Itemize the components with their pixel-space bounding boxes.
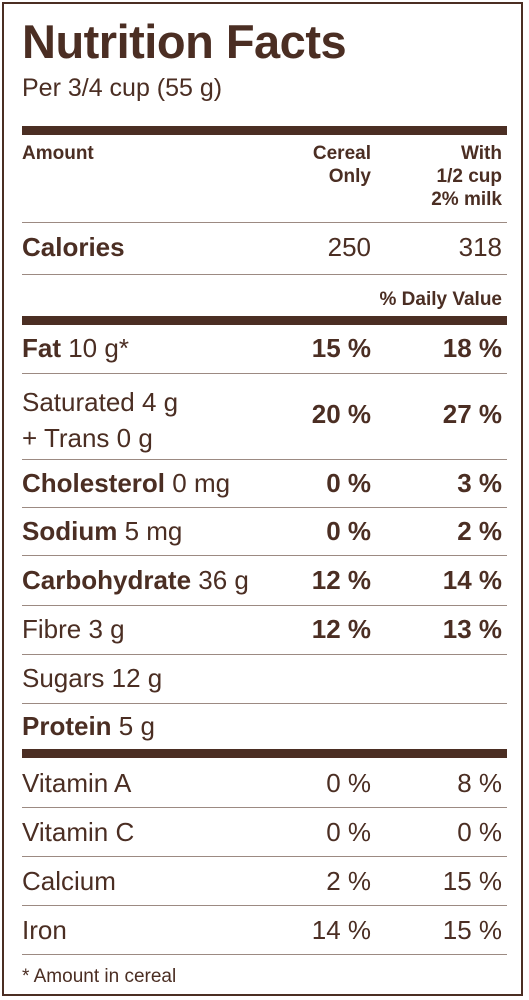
vitamin-c-cereal: 0 %: [326, 817, 371, 847]
fibre-cereal: 12 %: [311, 614, 371, 644]
footnote: * Amount in cereal: [22, 966, 177, 987]
vitamin-a-with-milk: 8 %: [457, 768, 502, 798]
milk-header-line2: 1/2 cup: [436, 166, 502, 187]
cholesterol-name: Cholesterol: [22, 468, 166, 498]
sodium-with-milk: 2 %: [457, 516, 502, 546]
fibre-label: Fibre 3 g: [22, 614, 125, 644]
thick-rule-top: [22, 126, 507, 135]
calcium-cereal: 2 %: [326, 866, 371, 896]
milk-header-line1: With: [461, 143, 502, 164]
carbohydrate-amount: 36 g: [191, 565, 249, 595]
saturated-line: Saturated 4 g: [22, 387, 179, 417]
vitamin-a-label: Vitamin A: [22, 768, 132, 798]
trans-line: + Trans 0 g: [22, 423, 153, 453]
cereal-only-header: Cereal Only: [313, 142, 371, 188]
sugars-label: Sugars 12 g: [22, 663, 163, 693]
carbohydrate-name: Carbohydrate: [22, 565, 192, 595]
divider: [22, 807, 507, 808]
calories-cereal: 250: [327, 232, 371, 262]
protein-amount: 5 g: [111, 711, 155, 741]
daily-value-header: % Daily Value: [379, 289, 502, 310]
fat-with-milk: 18 %: [442, 333, 502, 363]
carbohydrate-with-milk: 14 %: [442, 565, 502, 595]
vitamin-c-label: Vitamin C: [22, 817, 135, 847]
fat-amount: 10 g*: [61, 333, 129, 363]
saturated-cereal: 20 %: [311, 399, 371, 429]
milk-header-line3: 2% milk: [431, 189, 502, 210]
sodium-name: Sodium: [22, 516, 118, 546]
cholesterol-row-label: Cholesterol 0 mg: [22, 470, 230, 496]
divider: [22, 605, 507, 606]
iron-label: Iron: [22, 915, 67, 945]
cereal-header-line2: Only: [328, 166, 371, 187]
fat-row-label: Fat 10 g*: [22, 335, 129, 361]
sodium-amount: 5 mg: [117, 516, 183, 546]
divider: [22, 703, 507, 704]
vitamin-c-with-milk: 0 %: [457, 817, 502, 847]
cholesterol-with-milk: 3 %: [457, 468, 502, 498]
calories-label: Calories: [22, 232, 125, 262]
sodium-row-label: Sodium 5 mg: [22, 518, 182, 544]
protein-row-label: Protein 5 g: [22, 713, 155, 739]
protein-name: Protein: [22, 711, 112, 741]
calories-with-milk: 318: [458, 232, 502, 262]
cholesterol-amount: 0 mg: [165, 468, 231, 498]
divider: [22, 373, 507, 374]
amount-header: Amount: [22, 143, 94, 164]
iron-with-milk: 15 %: [442, 915, 502, 945]
divider: [22, 274, 507, 275]
thick-rule-daily-value: [22, 316, 507, 325]
thick-rule-vitamins: [22, 749, 507, 758]
carbohydrate-cereal: 12 %: [311, 565, 371, 595]
vitamin-a-cereal: 0 %: [326, 768, 371, 798]
fibre-with-milk: 13 %: [442, 614, 502, 644]
divider: [22, 654, 507, 655]
saturated-trans-label: Saturated 4 g + Trans 0 g: [22, 384, 178, 456]
serving-size: Per 3/4 cup (55 g): [22, 74, 223, 102]
divider: [22, 905, 507, 906]
calcium-with-milk: 15 %: [442, 866, 502, 896]
carbohydrate-row-label: Carbohydrate 36 g: [22, 567, 249, 593]
cereal-header-line1: Cereal: [312, 143, 371, 164]
divider: [22, 222, 507, 223]
divider: [22, 507, 507, 508]
nutrition-facts-label: Nutrition Facts Per 3/4 cup (55 g) Amoun…: [2, 2, 523, 996]
label-title: Nutrition Facts: [22, 15, 347, 68]
cholesterol-cereal: 0 %: [326, 468, 371, 498]
saturated-with-milk: 27 %: [442, 399, 502, 429]
divider: [22, 459, 507, 460]
calcium-label: Calcium: [22, 866, 116, 896]
iron-cereal: 14 %: [311, 915, 371, 945]
divider: [22, 555, 507, 556]
divider: [22, 954, 507, 955]
fat-cereal: 15 %: [311, 333, 371, 363]
with-milk-header: With 1/2 cup 2% milk: [431, 142, 502, 211]
divider: [22, 856, 507, 857]
sodium-cereal: 0 %: [326, 516, 371, 546]
fat-name: Fat: [22, 333, 61, 363]
